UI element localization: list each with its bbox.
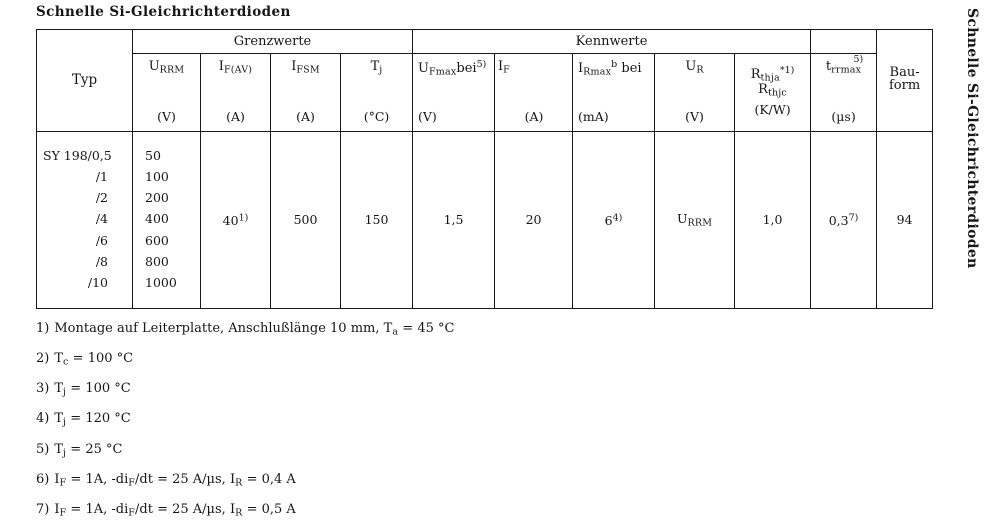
value-ifav: 401) [222, 212, 249, 228]
header-rth: Rthja*1) Rthjc (K/W) [734, 53, 812, 132]
list-item: /6 [95, 232, 108, 248]
header-typ: Typ [36, 29, 133, 132]
value-ur: URRM [676, 211, 713, 229]
cell-ifav-value: 401) [200, 130, 271, 310]
type-list: SY 198/0,5 /1 /2 /4 /6 /8 /10 [37, 132, 132, 308]
list-item: /1 [95, 168, 108, 184]
cell-ufmax-value: 1,5 [412, 130, 496, 310]
header-bauform: Bau- form [876, 29, 934, 132]
footnote-number: 5) [36, 441, 50, 457]
list-item: 1000 [145, 274, 177, 290]
header-group-grenzwerte: Grenzwerte [131, 28, 414, 55]
list-item: /2 [95, 190, 108, 206]
unit-if: (A) [524, 108, 544, 124]
list-item: 50 [145, 147, 161, 163]
header-ufmax: UFmaxbei5) (V) [412, 53, 496, 132]
unit-ur: (V) [685, 108, 704, 124]
symbol-if: IF [498, 59, 510, 77]
footnote-5: 5) Tj = 25 °C [36, 441, 123, 459]
list-item: /10 [87, 274, 108, 290]
table-group-header-row: Typ Grenzwerte Kennwerte Bau- form [36, 28, 934, 132]
footnotes-list: 1) Montage auf Leiterplatte, Anschlußläng… [36, 316, 736, 527]
footnote-1: 1) Montage auf Leiterplatte, Anschlußläng… [36, 321, 455, 338]
header-ur: UR (V) [654, 53, 736, 132]
list-item: 400 [145, 211, 169, 227]
header-group-spacer [810, 28, 878, 55]
header-if: IF (A) [494, 53, 574, 132]
list-item: /8 [95, 253, 108, 269]
value-irmax: 64) [604, 212, 623, 228]
header-ifsm: IFSM (A) [270, 53, 341, 132]
footnote-text: T [54, 351, 64, 367]
footnote-3: 3) Tj = 100 °C [36, 381, 131, 398]
value-trrmax: 0,37) [828, 212, 859, 228]
footnote-text: I [54, 471, 60, 487]
footnote-6: 6) IF = 1A, -diF/dt = 25 A/µs, IR = 0,4 A [36, 471, 296, 489]
bauform-line2: form [888, 78, 921, 94]
footnote-7: 7) IF = 1A, -diF/dt = 25 A/µs, IR = 0,5 A [36, 501, 296, 519]
footnote-text: T [54, 381, 64, 397]
unit-rth: (K/W) [754, 101, 791, 117]
footnote-2: 2) Tc = 100 °C [36, 351, 134, 368]
table-body-row: SY 198/0,5 /1 /2 /4 /6 /8 /10 50 100 200 [36, 130, 934, 310]
cell-ur-value: URRM [654, 130, 736, 310]
list-item: 200 [145, 190, 169, 206]
symbol-ifav: IF(AV) [218, 59, 253, 77]
cell-tj-value: 150 [339, 130, 414, 310]
list-item: 100 [145, 168, 169, 184]
list-item: 800 [145, 253, 169, 269]
cell-urrm-list: 50 100 200 400 600 800 1000 [132, 130, 201, 310]
symbol-urrm: URRM [148, 59, 185, 77]
header-ifav: IF(AV) (A) [200, 53, 271, 132]
symbol-rthja: Rthja*1) [750, 64, 795, 84]
footnote-number: 7) [36, 501, 50, 517]
footnote-text: Montage auf Leiterplatte, Anschlußlänge … [54, 321, 393, 336]
list-item: SY 198/0,5 [43, 147, 112, 163]
spec-table-container: Typ Grenzwerte Kennwerte Bau- form URRM … [36, 28, 934, 310]
footnote-number: 6) [36, 471, 50, 487]
unit-ifsm: (A) [296, 108, 315, 124]
header-tj: Tj (°C) [339, 53, 414, 132]
symbol-irmax: IRmaxb bei [578, 59, 642, 78]
header-trrmax: trrmax 5) (µs) [810, 53, 878, 132]
footnote-text: T [54, 441, 64, 457]
specifications-table: Typ Grenzwerte Kennwerte Bau- form URRM … [36, 28, 934, 310]
footnote-number: 1) [36, 321, 50, 336]
unit-ufmax: (V) [418, 108, 437, 124]
footnote-number: 2) [36, 351, 50, 367]
header-urrm: URRM (V) [132, 53, 201, 132]
cell-if-value: 20 [494, 130, 574, 310]
header-group-kennwerte: Kennwerte [412, 28, 812, 55]
footnote-number: 4) [36, 411, 50, 427]
cell-ifsm-value: 500 [270, 130, 341, 310]
unit-trrmax: (µs) [831, 108, 856, 124]
header-irmax: IRmaxb bei (mA) [572, 53, 656, 132]
unit-irmax: (mA) [578, 108, 609, 124]
symbol-ur: UR [685, 59, 704, 77]
unit-urrm: (V) [157, 108, 176, 124]
cell-type-list: SY 198/0,5 /1 /2 /4 /6 /8 /10 [36, 130, 133, 310]
list-item: /4 [95, 211, 108, 227]
cell-rth-value: 1,0 [734, 130, 812, 310]
list-item: 600 [145, 232, 169, 248]
unit-tj: (°C) [363, 108, 390, 124]
table-symbol-header-row: URRM (V) IF(AV) (A) IFSM (A) [37, 53, 933, 132]
unit-ifav: (A) [226, 108, 245, 124]
cell-irmax-value: 64) [572, 130, 656, 310]
side-running-title: Schnelle Si-Gleichrichterdioden [964, 8, 980, 269]
symbol-trrmax: trrmax 5) [825, 54, 864, 77]
symbol-ufmax: UFmaxbei5) [418, 59, 487, 78]
footnote-number: 3) [36, 381, 50, 397]
page-title: Schnelle Si-Gleichrichterdioden [36, 4, 291, 20]
symbol-ifsm: IFSM [291, 59, 320, 77]
bauform-line1: Bau- [889, 64, 920, 80]
symbol-tj: Tj [370, 59, 383, 77]
footnote-4: 4) Tj = 120 °C [36, 411, 131, 429]
cell-bauform-value: 94 [876, 130, 934, 310]
footnote-text: T [54, 411, 64, 427]
urrm-list: 50 100 200 400 600 800 1000 [133, 132, 200, 308]
cell-trrmax-value: 0,37) [810, 130, 878, 310]
symbol-rthjc: Rthjc [758, 81, 787, 99]
page-canvas: Schnelle Si-Gleichrichterdioden Schnelle… [36, 4, 980, 519]
